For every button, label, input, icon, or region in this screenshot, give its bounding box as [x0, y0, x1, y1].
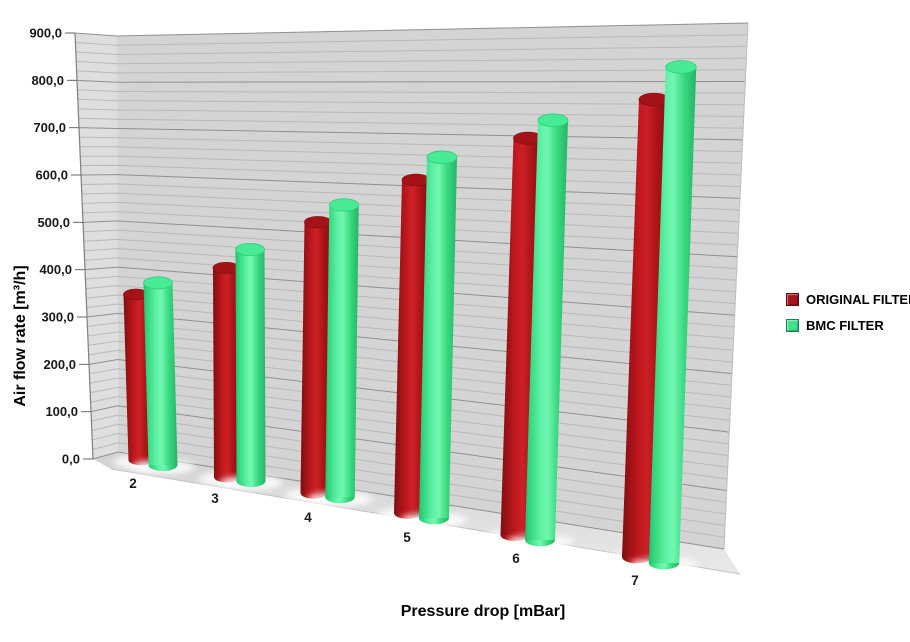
- legend: ORIGINAL FILTER BMC FILTER: [786, 292, 910, 344]
- legend-item-bmc-filter: BMC FILTER: [786, 318, 910, 333]
- minor-gridline: [77, 98, 745, 106]
- y-tick-label: 500,0: [37, 215, 70, 230]
- bar-bmc-filter-2: [143, 282, 178, 465]
- y-axis-line: [74, 32, 94, 460]
- minor-gridline: [78, 108, 744, 118]
- bar-original-filter-3: [213, 267, 240, 477]
- x-category-label: 6: [512, 551, 520, 566]
- y-tick-label: 100,0: [45, 404, 78, 419]
- bar-bmc-filter-2-top: [143, 276, 173, 290]
- bar-original-filter-4: [300, 222, 332, 493]
- y-tick-label: 0,0: [62, 452, 80, 467]
- y-tick-label: 900,0: [29, 26, 62, 41]
- bar-bmc-filter-6-top: [537, 113, 569, 127]
- x-category-label: 4: [304, 510, 312, 525]
- y-tick-label: 600,0: [35, 168, 68, 183]
- bar-bmc-filter-5: [419, 157, 457, 518]
- minor-gridline: [76, 69, 746, 74]
- bar-original-filter-5-top: [401, 173, 431, 187]
- minor-gridline: [78, 117, 744, 129]
- y-tick-label: 200,0: [43, 357, 76, 372]
- legend-swatch-original-filter: [786, 293, 799, 306]
- bar-bmc-filter-7-top: [665, 60, 697, 74]
- x-category-label: 7: [631, 573, 639, 588]
- y-tick-label: 400,0: [39, 262, 72, 277]
- minor-gridline: [77, 89, 745, 94]
- bar-bmc-filter-4: [325, 204, 359, 497]
- bar-original-filter-7: [622, 99, 669, 558]
- y-tick-label: 700,0: [33, 120, 66, 135]
- wall-right-edge: [723, 22, 749, 550]
- bar-bmc-filter-3-top: [235, 242, 265, 256]
- bar-original-filter-4-top: [304, 216, 332, 229]
- major-gridline: [74, 22, 749, 37]
- bar-bmc-filter-7: [648, 67, 697, 563]
- legend-swatch-bmc-filter: [786, 319, 799, 332]
- bar-bmc-filter-4-top: [328, 198, 360, 212]
- x-category-label: 5: [403, 530, 411, 545]
- legend-item-original-filter: ORIGINAL FILTER: [786, 292, 910, 307]
- y-axis-title: Air flow rate [m³/h]: [12, 265, 29, 407]
- legend-label-bmc-filter: BMC FILTER: [806, 318, 884, 333]
- bar-bmc-filter-3: [235, 249, 266, 481]
- minor-gridline: [76, 57, 747, 65]
- bar-bmc-filter-6: [525, 120, 568, 540]
- legend-label-original-filter: ORIGINAL FILTER: [806, 292, 910, 307]
- y-tick-label: 300,0: [41, 310, 74, 325]
- minor-gridline: [75, 45, 747, 55]
- bar-bmc-filter-5-top: [426, 150, 458, 164]
- y-tick-label: 800,0: [31, 73, 64, 88]
- x-category-label: 3: [211, 491, 219, 506]
- minor-gridline: [75, 34, 748, 46]
- bar-original-filter-3-top: [212, 261, 240, 274]
- x-axis-title: Pressure drop [mBar]: [400, 603, 566, 620]
- major-gridline: [76, 79, 746, 83]
- x-category-label: 2: [129, 476, 137, 491]
